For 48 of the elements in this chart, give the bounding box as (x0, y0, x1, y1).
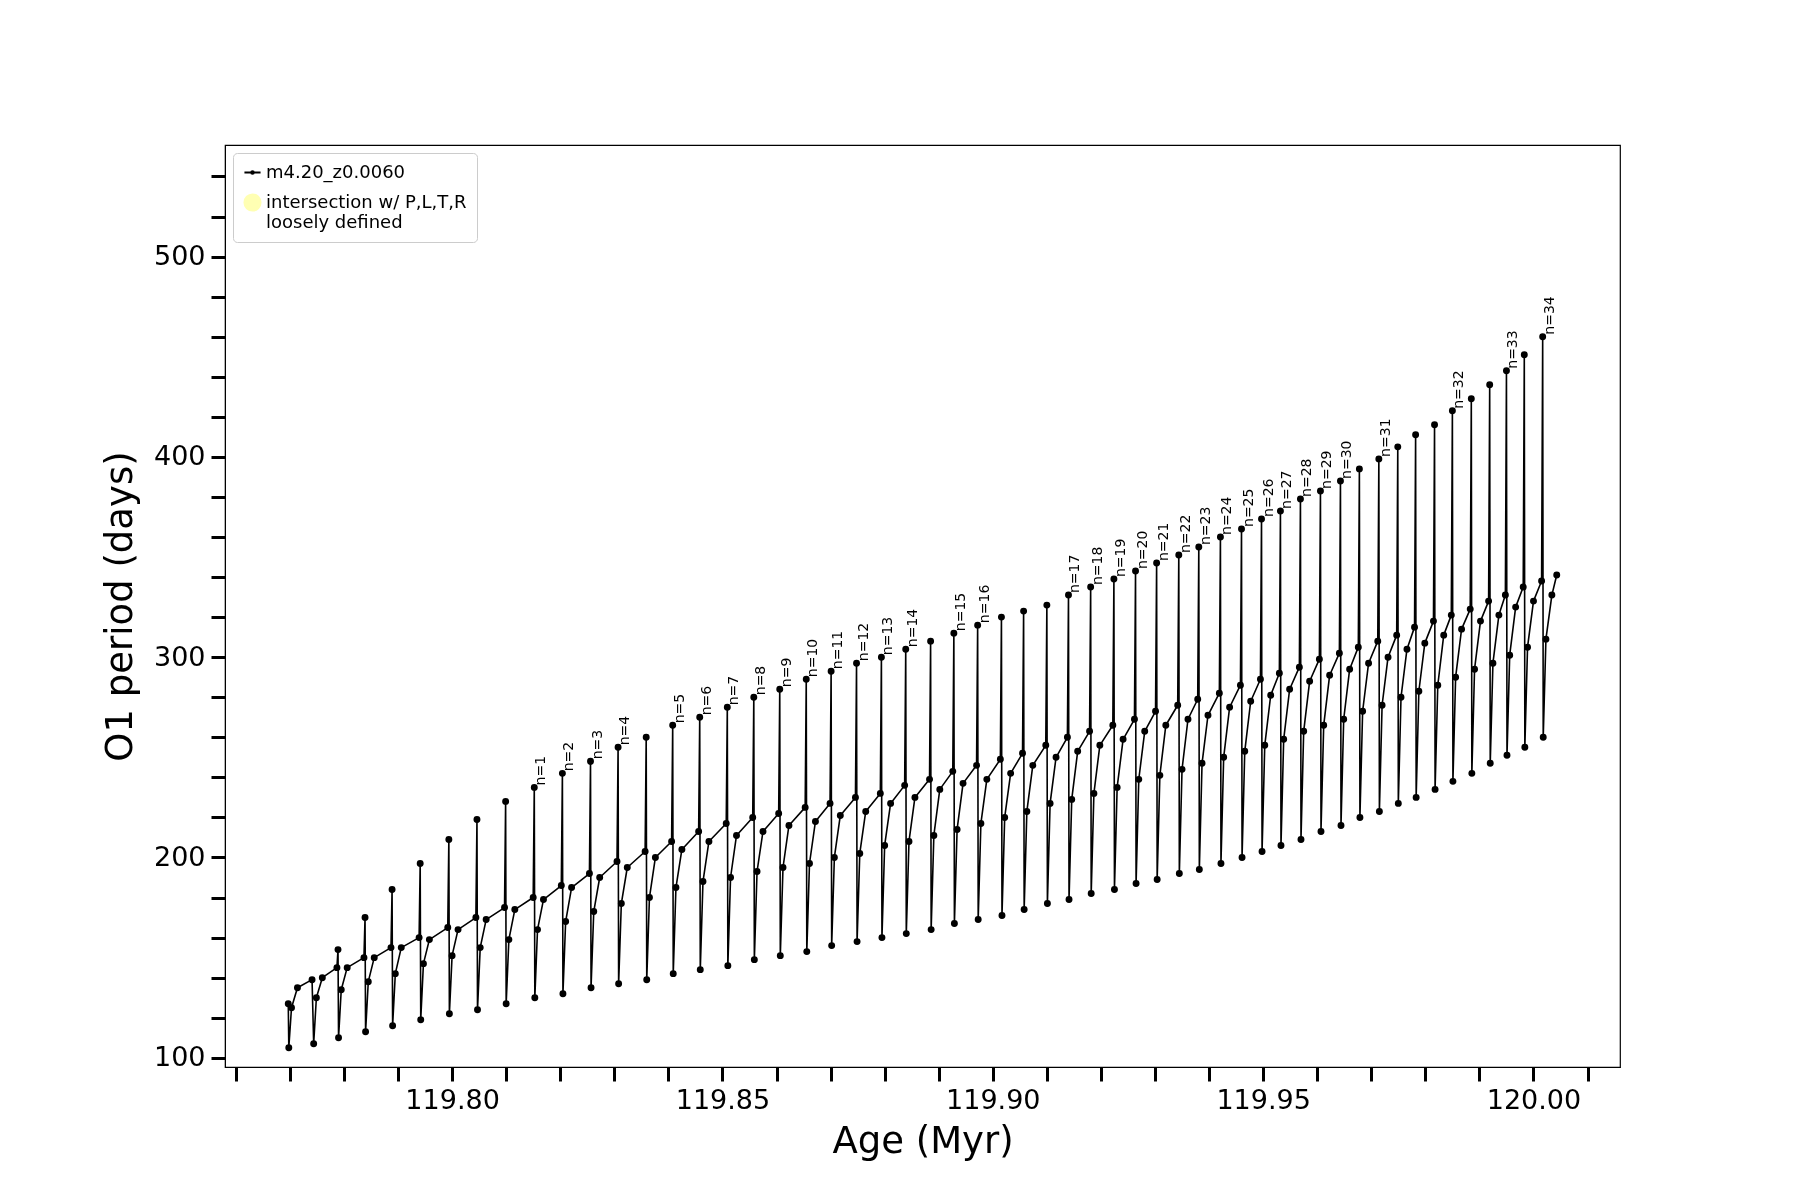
annotation: n=31 (1376, 418, 1393, 457)
annotation: n=4 (616, 715, 633, 746)
annotation: n=14 (903, 608, 920, 648)
annotation: n=34 (1540, 296, 1557, 335)
annotation: n=26 (1259, 478, 1276, 517)
annotation: n=11 (829, 630, 846, 670)
annotation: n=28 (1298, 458, 1315, 497)
annotation: n=13 (879, 616, 896, 656)
annotation: n=19 (1111, 538, 1128, 578)
annotation: n=6 (697, 685, 714, 716)
annotation: n=29 (1318, 450, 1335, 489)
annotation: n=18 (1088, 546, 1105, 586)
annotation: n=16 (975, 584, 992, 624)
annotation: n=7 (725, 675, 742, 706)
annotation: n=24 (1218, 496, 1235, 535)
annotation: n=30 (1338, 440, 1355, 479)
annotation: n=10 (804, 638, 821, 678)
annotation: n=9 (777, 657, 794, 688)
annotation: n=1 (532, 755, 549, 786)
x-axis-title: Age (Myr) (832, 1118, 1014, 1162)
annotation: n=12 (854, 622, 871, 662)
y-tick-label: 100 (153, 1041, 206, 1073)
annotation: n=22 (1176, 514, 1193, 554)
annotation: n=33 (1504, 330, 1521, 369)
annotation: n=15 (951, 592, 968, 632)
x-tick-label: 119.80 (405, 1083, 500, 1115)
annotation: n=25 (1239, 488, 1256, 527)
annotation: n=20 (1133, 530, 1150, 570)
x-tick-label: 119.85 (675, 1083, 771, 1115)
x-tick-label: 120.00 (1486, 1083, 1582, 1115)
legend-label: m4.20_z0.0060 (266, 160, 406, 183)
x-tick-label: 119.90 (946, 1083, 1041, 1115)
annotation: n=5 (670, 693, 687, 724)
annotation: n=17 (1066, 554, 1083, 594)
annotation: n=3 (588, 729, 605, 760)
annotation: n=8 (751, 665, 768, 696)
y-tick-label: 200 (153, 840, 206, 872)
legend-label: intersection w/ P,L,T,R loosely defined (266, 190, 467, 232)
annotation: n=23 (1196, 506, 1213, 546)
x-tick-label: 119.95 (1216, 1083, 1311, 1115)
annotation: n=32 (1450, 370, 1467, 409)
y-tick-label: 500 (153, 240, 206, 272)
annotation: n=21 (1154, 522, 1171, 562)
annotation: n=2 (560, 741, 577, 772)
y-tick-label: 300 (153, 640, 206, 672)
y-tick-label: 400 (153, 440, 206, 472)
annotation: n=27 (1278, 470, 1295, 509)
y-axis-title: O1 period (days) (97, 451, 141, 762)
